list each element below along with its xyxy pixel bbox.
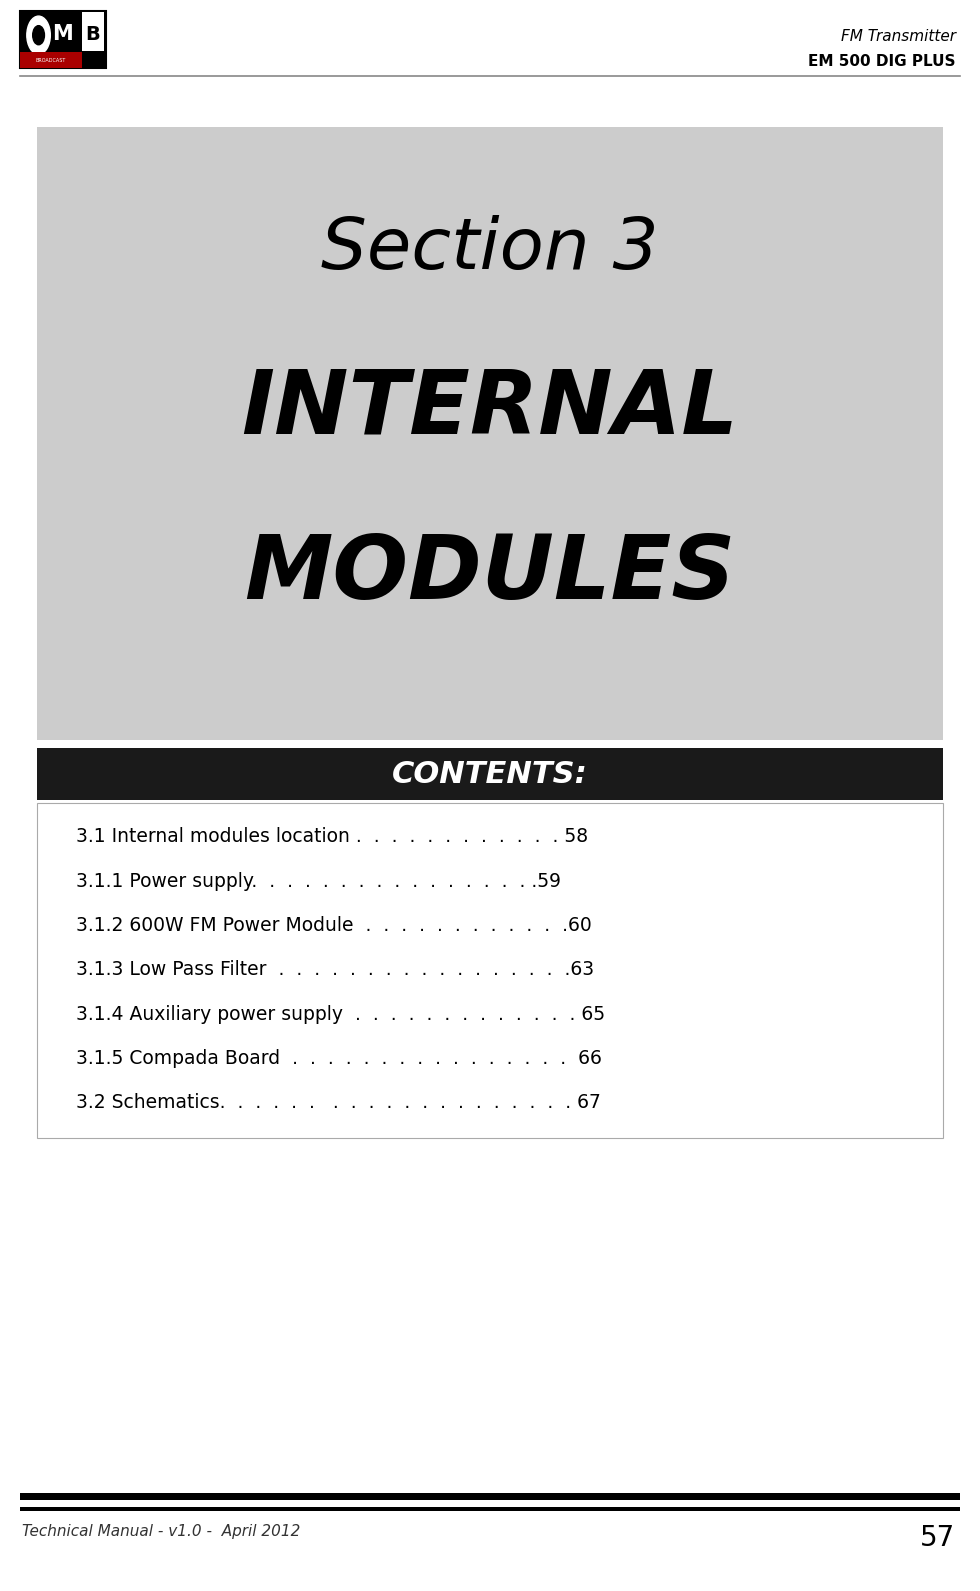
Circle shape [26,16,50,54]
Text: Section 3: Section 3 [321,215,659,285]
Bar [37,748,943,800]
Text: 3.1.1 Power supply.  .  .  .  .  .  .  .  .  .  .  .  .  .  .  . .59: 3.1.1 Power supply. . . . . . . . . . . … [76,872,562,891]
Bar [37,127,943,740]
Text: 3.1.3 Low Pass Filter  .  .  .  .  .  .  .  .  .  .  .  .  .  .  .  .  .63: 3.1.3 Low Pass Filter . . . . . . . . . … [76,961,595,980]
Bar [81,13,104,51]
Text: Technical Manual - v1.0 -  April 2012: Technical Manual - v1.0 - April 2012 [22,1524,300,1538]
Text: MODULES: MODULES [244,531,736,617]
Text: B: B [85,24,100,43]
Bar [37,803,943,1138]
Text: 57: 57 [920,1524,956,1553]
Bar [20,1492,960,1500]
Text: 3.1.4 Auxiliary power supply  .  .  .  .  .  .  .  .  .  .  .  .  . 65: 3.1.4 Auxiliary power supply . . . . . .… [76,1004,606,1023]
Text: BROADCAST: BROADCAST [35,57,66,64]
Text: 3.2 Schematics.  .  .  .  .  .   .  .  .  .  .  .  .  .  .  .  .  .  .  . 67: 3.2 Schematics. . . . . . . . . . . . . … [76,1093,602,1112]
Circle shape [32,25,44,45]
Text: 3.1.5 Compada Board  .  .  .  .  .  .  .  .  .  .  .  .  .  .  .  .  66: 3.1.5 Compada Board . . . . . . . . . . … [76,1048,603,1068]
Text: 3.1.2 600W FM Power Module  .  .  .  .  .  .  .  .  .  .  .  .60: 3.1.2 600W FM Power Module . . . . . . .… [76,916,592,936]
Text: INTERNAL: INTERNAL [241,366,739,452]
Text: CONTENTS:: CONTENTS: [392,759,588,789]
Text: EM 500 DIG PLUS: EM 500 DIG PLUS [808,54,956,68]
Bar [20,53,81,68]
Text: 3.1 Internal modules location .  .  .  .  .  .  .  .  .  .  .  . 58: 3.1 Internal modules location . . . . . … [76,827,589,846]
Text: M: M [52,24,74,45]
Bar [20,11,106,68]
Text: FM Transmitter: FM Transmitter [841,29,956,43]
Bar [20,1508,960,1511]
